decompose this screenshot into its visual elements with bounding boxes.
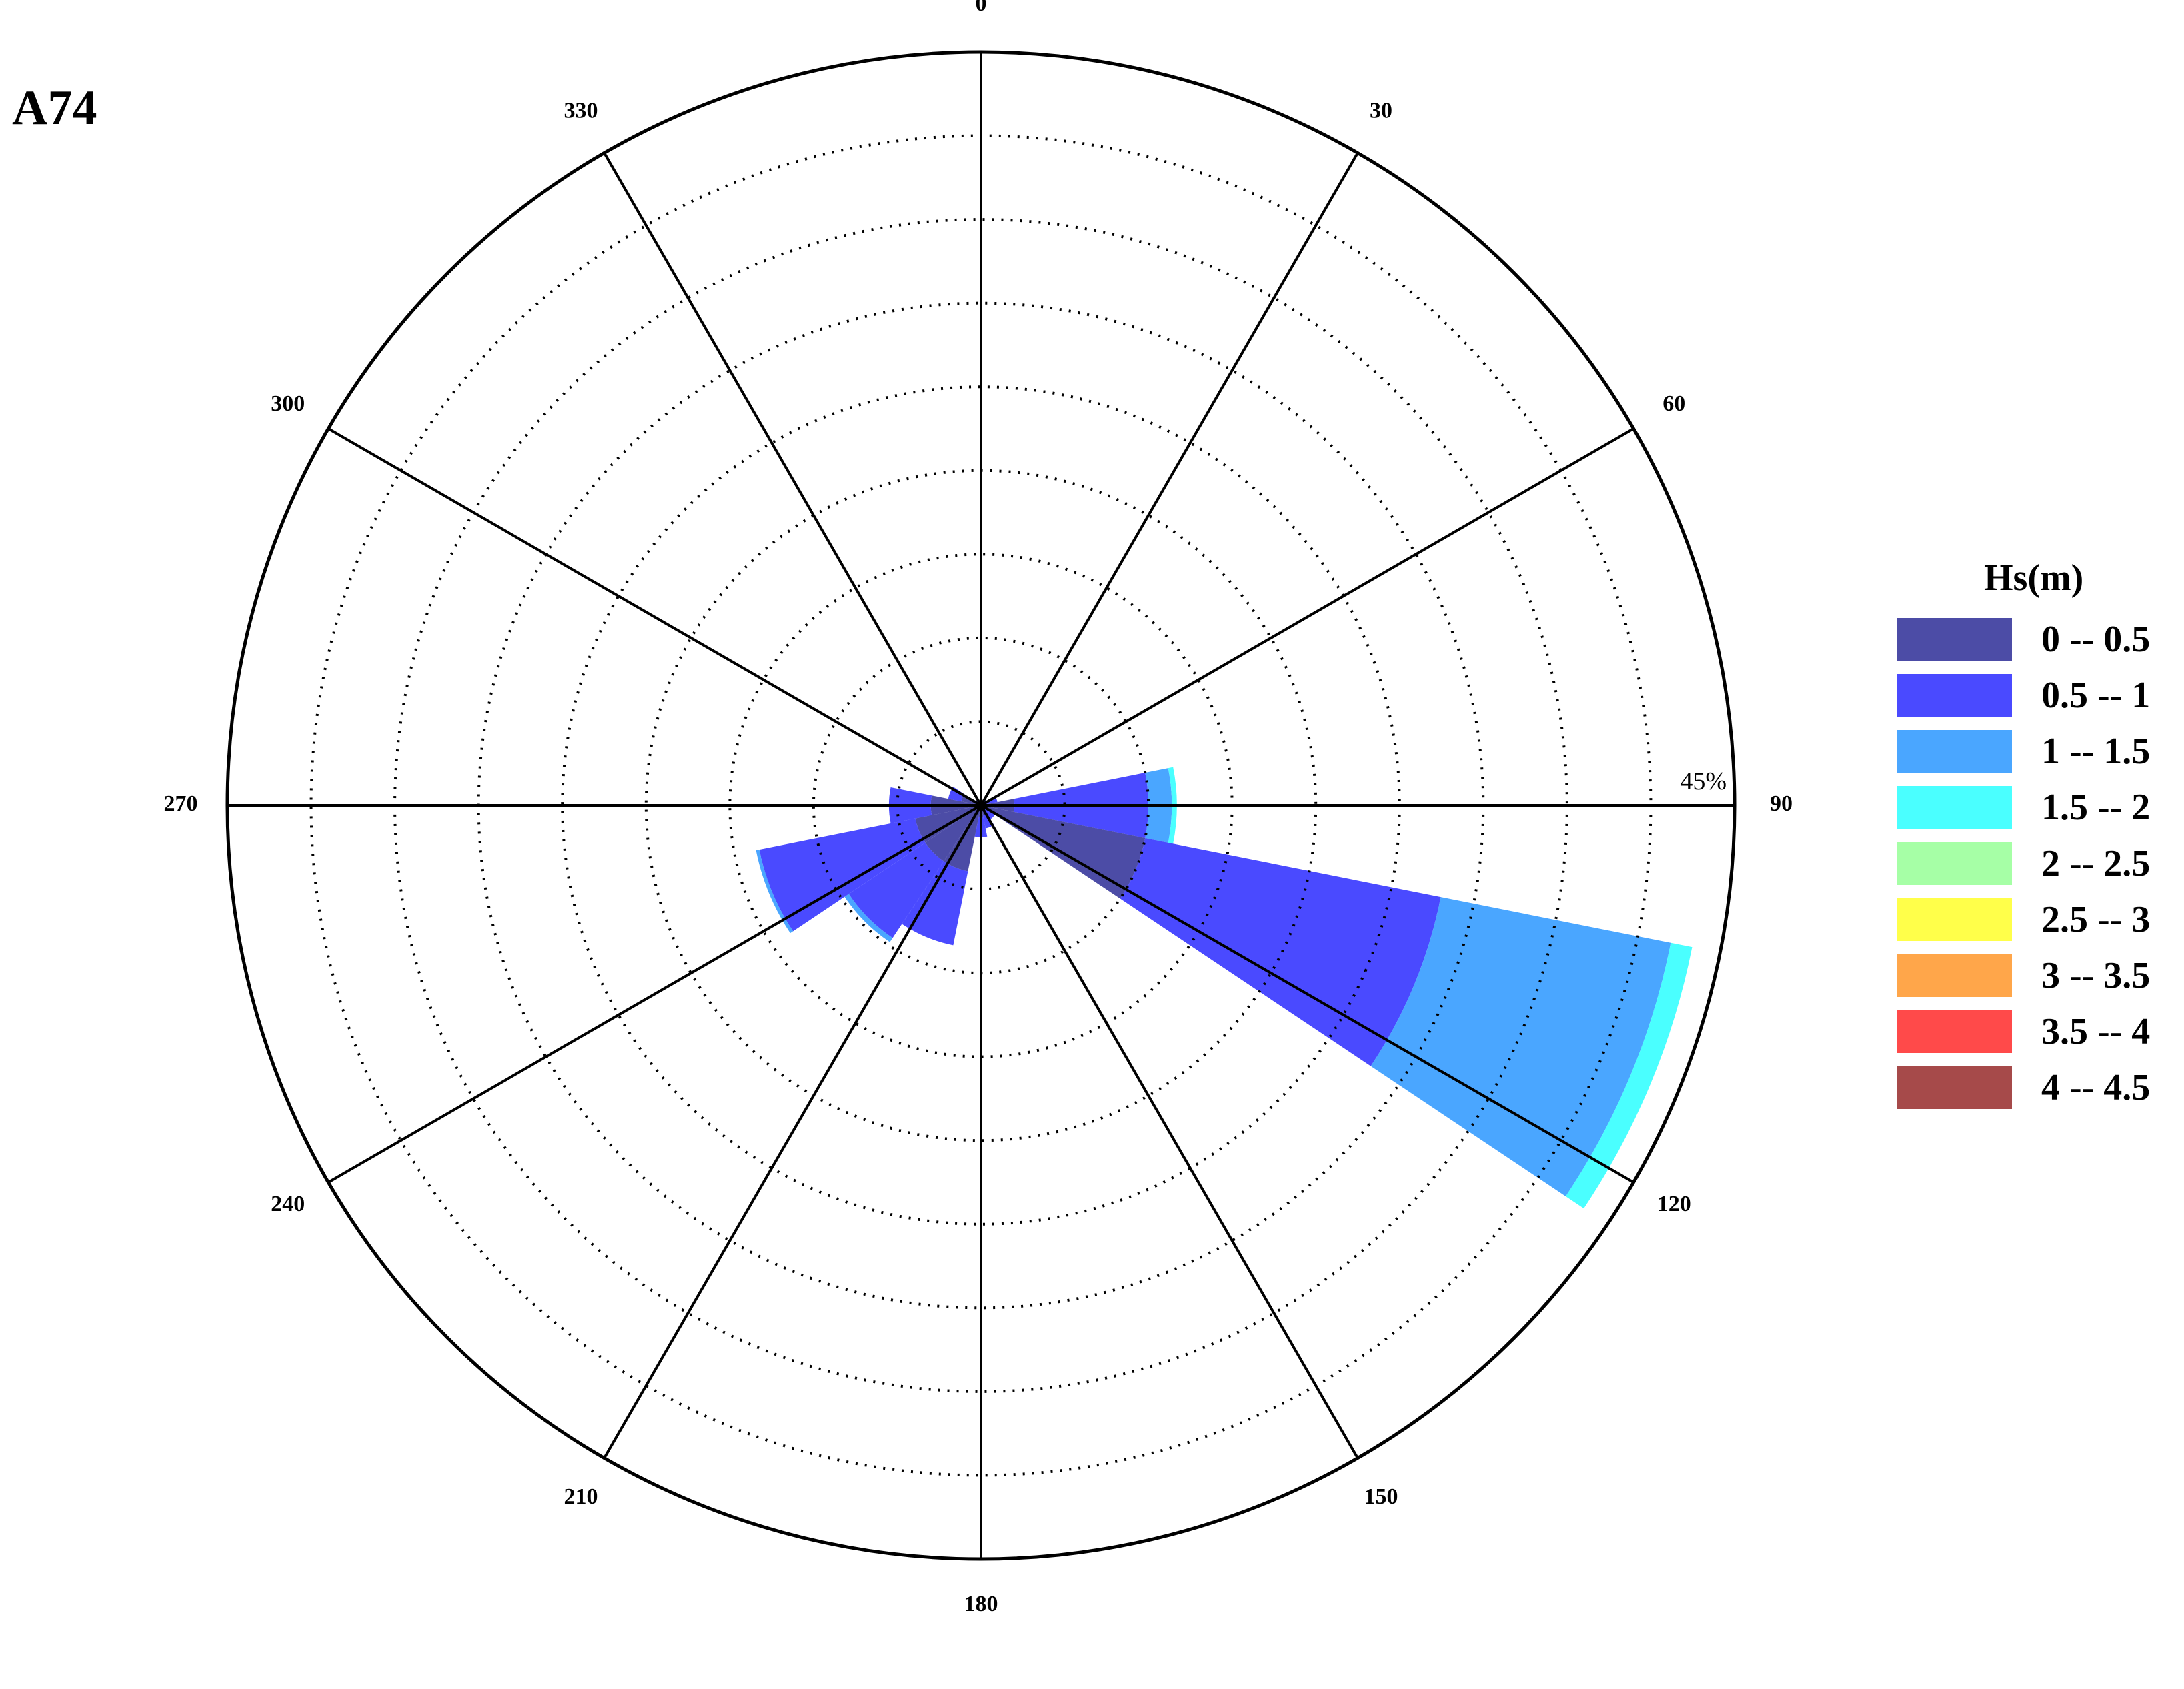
legend: Hs(m) 0 -- 0.5 0.5 -- 1 1 -- 1.5 1.5 -- 2 2 … [1897, 557, 2150, 1116]
direction-label-120: 120 [1657, 1192, 1691, 1216]
legend-swatch [1897, 730, 2012, 773]
legend-label: 1 -- 1.5 [2041, 731, 2151, 772]
legend-item-3: 1.5 -- 2 [1897, 779, 2150, 835]
direction-label-30: 30 [1370, 99, 1392, 123]
spoke-150 [603, 152, 1359, 1459]
direction-label-60: 60 [1663, 391, 1685, 416]
sector-247.5-bin-2 [756, 850, 794, 934]
grid-layer [225, 50, 1737, 1561]
sector-112.5-bin-3 [1565, 942, 1693, 1209]
legend-swatch [1897, 674, 2012, 717]
direction-label-90: 90 [1770, 791, 1793, 816]
direction-label-330: 330 [564, 99, 598, 123]
legend-swatch [1897, 786, 2012, 829]
sector-112.5-bin-1 [1120, 837, 1441, 1066]
legend-item-0: 0 -- 0.5 [1897, 611, 2150, 667]
legend-item-2: 1 -- 1.5 [1897, 723, 2150, 779]
legend-swatch [1897, 618, 2012, 661]
direction-label-150: 150 [1364, 1484, 1398, 1509]
sector-112.5-bin-2 [1370, 897, 1671, 1196]
direction-label-240: 240 [271, 1192, 305, 1216]
legend-item-8: 4 -- 4.5 [1897, 1060, 2150, 1116]
direction-label-210: 210 [564, 1484, 598, 1509]
sector-225-bin-0 [925, 805, 981, 862]
legend-label: 1.5 -- 2 [2041, 787, 2151, 828]
legend-item-4: 2 -- 2.5 [1897, 835, 2150, 892]
legend-swatch [1897, 842, 2012, 885]
sector-247.5-bin-1 [759, 818, 926, 932]
sector-225-bin-2 [844, 894, 893, 942]
legend-swatch [1897, 1066, 2012, 1109]
panel-label: A74 [12, 81, 97, 135]
sector-202.5-bin-1 [902, 861, 968, 946]
radial-max-label: 45% [1680, 767, 1727, 795]
direction-label-180: 180 [964, 1592, 998, 1616]
direction-label-0: 0 [976, 0, 987, 16]
sector-135-bin-1 [982, 807, 995, 819]
legend-item-5: 2.5 -- 3 [1897, 892, 2150, 948]
legend-swatch [1897, 898, 2012, 941]
legend-item-6: 3 -- 3.5 [1897, 948, 2150, 1004]
sector-225-bin-1 [848, 842, 944, 938]
legend-swatch [1897, 1010, 2012, 1053]
legend-rows: 0 -- 0.5 0.5 -- 1 1 -- 1.5 1.5 -- 2 2 -- 2.5… [1897, 611, 2150, 1116]
legend-item-7: 3.5 -- 4 [1897, 1004, 2150, 1060]
sectors-layer [756, 767, 1693, 1209]
legend-label: 0.5 -- 1 [2041, 675, 2151, 716]
legend-item-1: 0.5 -- 1 [1897, 667, 2150, 723]
legend-label: 3.5 -- 4 [2041, 1011, 2151, 1052]
outer-ring [225, 50, 1737, 1561]
legend-label: 0 -- 0.5 [2041, 619, 2151, 660]
legend-label: 2 -- 2.5 [2041, 843, 2151, 884]
legend-label: 3 -- 3.5 [2041, 955, 2151, 996]
legend-label: 2.5 -- 3 [2041, 899, 2151, 940]
direction-label-270: 270 [164, 791, 198, 816]
sector-292.5-bin-1 [948, 787, 964, 802]
legend-title: Hs(m) [1984, 557, 2084, 599]
direction-label-300: 300 [271, 391, 305, 416]
labels-layer: 0 30 60 90 120 150 180 210 240 270 300 330 45% [164, 0, 1793, 1616]
legend-swatch [1897, 954, 2012, 997]
legend-label: 4 -- 4.5 [2041, 1067, 2151, 1108]
